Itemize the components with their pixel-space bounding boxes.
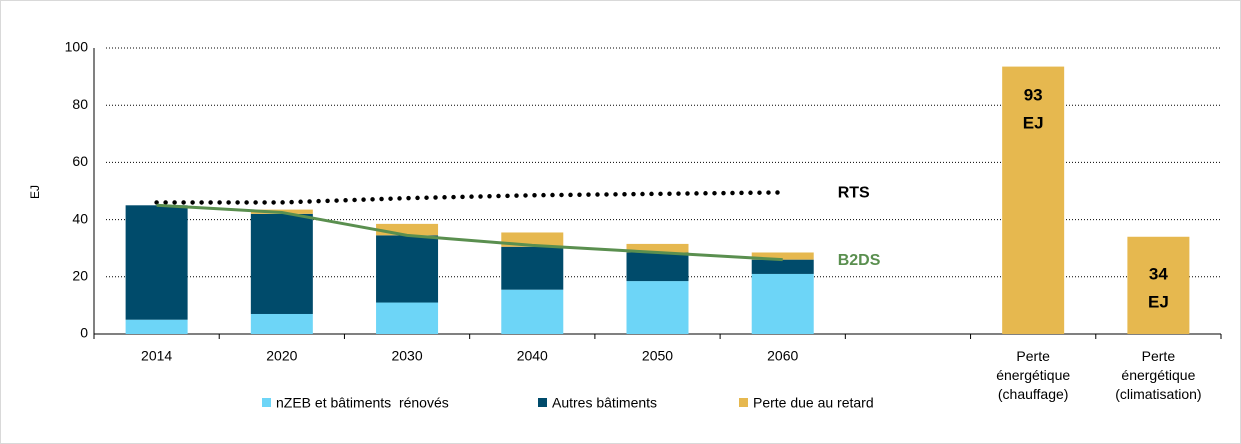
bar-segment	[751, 273, 814, 334]
bar-segment	[1127, 236, 1190, 334]
bar-segment	[250, 313, 313, 334]
line-label: RTS	[838, 185, 870, 202]
bar-segment	[626, 243, 689, 253]
y-tick-label: 40	[72, 210, 88, 226]
x-tick-label: 2020	[266, 348, 297, 364]
bar-segment	[501, 246, 564, 290]
legend-swatch	[739, 398, 748, 407]
x-tick-label: 2014	[141, 348, 172, 364]
line-series	[156, 203, 783, 262]
legend-swatch	[262, 398, 271, 407]
line-series	[154, 190, 785, 205]
bar-segment	[125, 205, 188, 320]
bar-segment	[751, 252, 814, 260]
x-tick-label: 2030	[391, 348, 422, 364]
y-tick-label: 100	[65, 39, 89, 55]
y-tick-label: 20	[72, 268, 88, 284]
y-tick-label: 0	[80, 325, 88, 341]
data-label: 34 EJ	[1148, 265, 1169, 312]
x-tick-label: 2050	[642, 348, 673, 364]
bar-segment	[250, 213, 313, 314]
data-label: 93 EJ	[1023, 86, 1044, 133]
legend-label: Perte due au retard	[753, 395, 874, 411]
x-tick-label: 2060	[767, 348, 798, 364]
bar-segment	[376, 235, 439, 303]
x-tick-label: Perte énergétique (climatisation)	[1115, 348, 1201, 402]
x-tick-label: 2040	[517, 348, 548, 364]
y-tick-label: 80	[72, 96, 88, 112]
bar-segment	[626, 281, 689, 334]
legend-label: Autres bâtiments	[552, 395, 657, 411]
x-tick-label: Perte énergétique (chauffage)	[996, 348, 1070, 402]
bar-segment	[501, 289, 564, 334]
y-axis-label: EJ	[28, 185, 42, 199]
line-label: B2DS	[838, 252, 881, 269]
bar-segment	[626, 252, 689, 282]
bar-segment	[1002, 66, 1065, 334]
bar-segment	[751, 259, 814, 274]
bar-segment	[376, 223, 439, 236]
bar-segment	[376, 302, 439, 334]
legend-label: nZEB et bâtiments rénovés	[276, 395, 449, 411]
y-tick-label: 60	[72, 153, 88, 169]
legend-swatch	[538, 398, 547, 407]
bar-segment	[125, 319, 188, 334]
